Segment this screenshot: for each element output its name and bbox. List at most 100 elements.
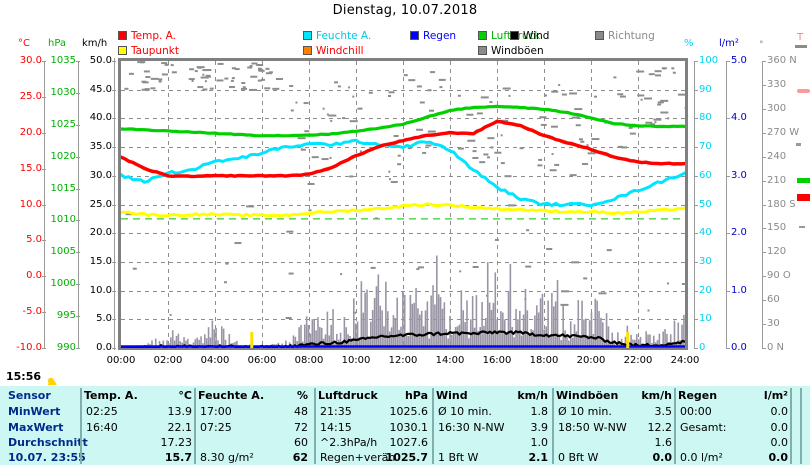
table-header-windb-en: Windböen <box>556 389 619 402</box>
weather-chart-plot[interactable] <box>118 58 688 350</box>
time-tick-label: 18:00 <box>529 355 559 366</box>
axis-tick-label: 60 <box>767 294 780 306</box>
legend-item-taupunkt[interactable]: Taupunkt <box>118 45 179 57</box>
legend-label: Richtung <box>608 30 655 42</box>
table-header-unit-regen: l/m² <box>763 389 788 402</box>
axis-ticks-direction: 360 N 330 300 270 W 240 210 180 S 150 120 90 O 60 3… <box>762 56 800 353</box>
sunrise-marker <box>250 332 254 348</box>
axis-tick-label: 150 <box>767 222 787 234</box>
table-cell-value: 2.1 <box>528 451 549 464</box>
table-cell-extra: 21:35 <box>320 405 352 418</box>
sunset-marker <box>626 332 630 348</box>
legend-item-feuchte-a[interactable]: Feuchte A. <box>303 30 371 42</box>
axis-tick-mark <box>694 175 698 177</box>
legend-item-temp-a[interactable]: Temp. A. <box>118 30 176 42</box>
table-column-separator <box>314 388 316 464</box>
axis-tick-label: 60 <box>699 169 712 181</box>
axis-tick-mark <box>112 261 116 263</box>
table-row-label: MinWert <box>8 405 61 418</box>
axis-tick-mark <box>762 348 766 349</box>
table-cell-value: 62 <box>292 451 308 464</box>
legend-item-richtung[interactable]: Richtung <box>595 30 655 42</box>
table-cell-extra: 16:30 N-NW <box>438 421 505 434</box>
table-column-separator <box>194 388 196 464</box>
axis-tick-label: 210 <box>767 174 787 186</box>
axis-tick-mark <box>726 348 730 349</box>
axis-tick-label: 1010 <box>50 214 76 226</box>
axis-tick-label: 1035 <box>50 55 76 66</box>
axis-tick-mark <box>694 319 698 321</box>
axis-tick-label: 30.0 <box>19 55 42 66</box>
axis-tick-mark <box>42 132 46 134</box>
table-row-label: MaxWert <box>8 421 64 434</box>
axis-tick-mark <box>76 188 80 190</box>
legend-item-windb-en[interactable]: Windböen <box>478 45 544 57</box>
axis-tick-label: 80 <box>699 112 712 124</box>
table-cell-extra: 18:50 W-NW <box>558 421 627 434</box>
axis-tick-label: 330 <box>767 78 787 90</box>
summary-table[interactable]: Sensor MinWert MaxWert Durchschnitt 10.07. 2… <box>0 386 810 465</box>
axis-tick-mark <box>694 89 698 91</box>
table-cell-value: 1027.6 <box>389 436 429 449</box>
table-header-unit-windb-en: km/h <box>641 389 672 402</box>
axis-ticks-humidity: 100 90 80 70 60 50 40 30 20 10 0 <box>694 56 718 353</box>
axis-tick-label: 995 <box>56 310 76 322</box>
axis-tick-mark <box>726 175 730 177</box>
axis-tick-label: 1020 <box>50 150 76 162</box>
axis-tick-label: 0.0 <box>731 342 747 353</box>
axis-tick-label: 40 <box>699 227 712 239</box>
table-cell-value: 3.5 <box>654 405 673 418</box>
axis-tick-mark <box>762 61 766 62</box>
table-column-separator <box>80 388 82 464</box>
axis-tick-label: 90 <box>699 83 712 95</box>
legend-label: Windchill <box>316 45 364 57</box>
time-tick-label: 16:00 <box>482 355 512 366</box>
time-tick-label: 12:00 <box>388 355 418 366</box>
table-cell-value: 72 <box>294 421 308 434</box>
table-cell-value: 12.2 <box>647 421 673 434</box>
axis-tick-label: 50 <box>699 198 712 210</box>
axis-tick-mark <box>42 276 46 278</box>
axis-tick-mark <box>694 290 698 292</box>
axis-tick-mark <box>762 252 766 254</box>
axis-unit-rain: l/m² <box>719 38 739 49</box>
table-cell-value: 1030.1 <box>389 421 429 434</box>
axis-tick-label: 270 W <box>767 126 800 138</box>
legend-item-regen[interactable]: Regen <box>410 30 456 42</box>
table-cell-extra: 1 Bft W <box>438 451 479 464</box>
axis-tick-label: 20.0 <box>19 126 42 138</box>
table-header-luftdruck: Luftdruck <box>318 389 378 402</box>
axis-tick-mark <box>112 175 116 177</box>
series-temp-a <box>121 119 685 179</box>
next-chart-preview[interactable]: T <box>795 30 810 235</box>
axis-tick-label: 180 S <box>767 198 796 210</box>
axis-tick-label: 1.0 <box>731 284 747 296</box>
axis-tick-mark <box>112 204 116 206</box>
axis-tick-mark <box>762 156 766 158</box>
axis-tick-mark <box>76 220 80 222</box>
axis-tick-label: 5.0 <box>26 234 42 246</box>
axis-tick-mark <box>762 180 766 182</box>
table-cell-value: 13.9 <box>167 405 193 418</box>
table-header-regen: Regen <box>678 389 718 402</box>
legend-item-wind[interactable]: Wind <box>510 30 549 42</box>
axis-tick-mark <box>762 132 766 134</box>
time-tick-label: 20:00 <box>576 355 606 366</box>
table-cell-extra: ^2.3hPa/h <box>320 436 378 449</box>
time-tick-label: 22:00 <box>623 355 653 366</box>
axis-tick-mark <box>694 348 698 349</box>
series-taupunkt <box>121 202 685 218</box>
next-chart-pressure-mark <box>797 178 810 183</box>
axis-tick-label: 50.0 <box>89 55 112 66</box>
axis-tick-mark <box>42 348 46 349</box>
legend-label: Regen <box>423 30 457 42</box>
legend-item-windchill[interactable]: Windchill <box>303 45 364 57</box>
table-cell-extra: Ø 10 min. <box>438 405 492 418</box>
table-cell-extra: 00:00 <box>680 405 712 418</box>
axis-tick-label: 2.0 <box>731 227 747 239</box>
table-cell-extra: 07:25 <box>200 421 232 434</box>
axis-tick-label: 10.0 <box>89 284 112 296</box>
axis-tick-mark <box>694 204 698 206</box>
axis-tick-mark <box>42 312 46 314</box>
axis-tick-label: 10 <box>699 313 712 325</box>
